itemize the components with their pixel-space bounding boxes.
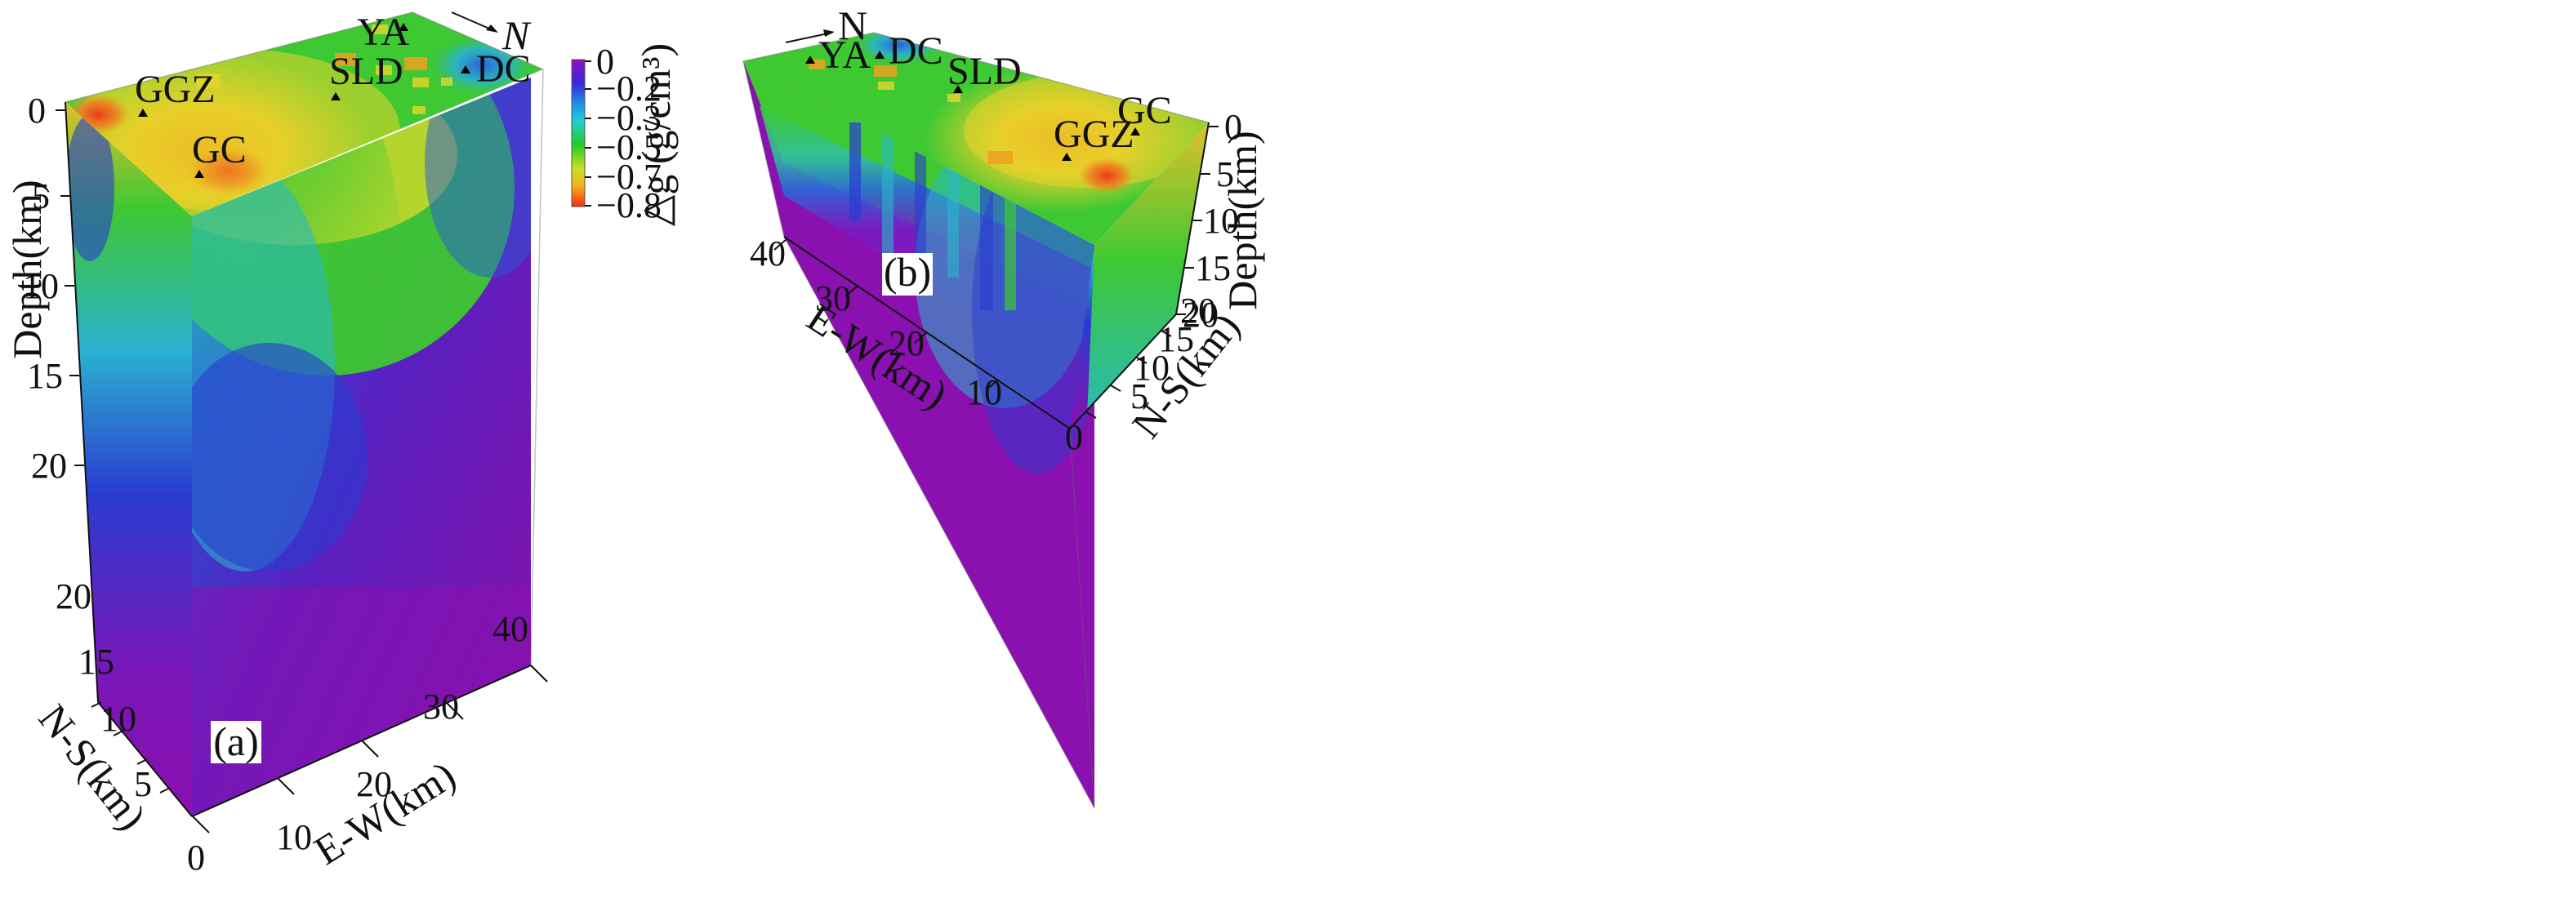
- panel-b-ns-tick: 20: [1180, 291, 1216, 331]
- panel-a-ns-tick: 15: [78, 642, 114, 682]
- panel-a-depth-tick: 20: [31, 446, 67, 486]
- panel-a-depth-axis: 0 5 10 15 20 Depth(km): [4, 91, 99, 703]
- station-label-ya: YA: [357, 11, 409, 54]
- station-marker-sld: [953, 85, 963, 93]
- station-marker-ggz: [138, 109, 148, 117]
- panel-a-ns-tick: 0: [187, 838, 205, 878]
- station-marker-dc: [461, 65, 470, 73]
- panel-b-depth-axis: 0 5 10 15 20 Depth(km): [1175, 107, 1265, 335]
- panel-b-label-box: [882, 253, 933, 296]
- station-label-sld: SLD: [329, 50, 403, 93]
- panel-a-ns-tick: 5: [134, 764, 152, 804]
- station-marker-ya: [805, 56, 815, 64]
- station-label-gc: GC: [192, 128, 247, 171]
- panel-b-ns-tick: 10: [1134, 348, 1170, 388]
- panel-a-depth-tick: 0: [28, 91, 46, 131]
- panel-b-stations: YA DC SLD GGZ GC: [805, 29, 1172, 161]
- colorbar-tick: −0.7: [596, 157, 662, 197]
- panel-b-depth-tick: 15: [1195, 248, 1231, 288]
- colorbar-title: △g (g/cm³): [633, 43, 679, 226]
- panel-b-ns-tick: 15: [1158, 319, 1194, 359]
- panel-b-ew-tick: 10: [966, 372, 1002, 412]
- colorbar-tick: −0.5: [596, 127, 662, 167]
- panel-b-side-face: [1070, 122, 1209, 429]
- panel-a-stations: GGZ GC SLD YA DC: [135, 11, 531, 178]
- station-label-ggz: GGZ: [1054, 113, 1134, 156]
- panel-b-ew-tick: 40: [750, 233, 786, 273]
- panel-a-label-box: [211, 721, 261, 763]
- panel-b-ns-tick: 5: [1130, 376, 1148, 416]
- panel-a-north-label: N: [501, 12, 532, 58]
- panel-b-depth-tick: 20: [1183, 295, 1219, 335]
- panel-b-ew-tick: 30: [815, 278, 851, 318]
- station-marker-dc: [875, 51, 885, 59]
- station-label-dc: DC: [889, 29, 943, 73]
- panel-a-ew-tick: 40: [492, 609, 528, 649]
- panel-b: YA DC SLD GGZ GC N 10 20: [742, 2, 1265, 809]
- panel-b-north-arrow: N: [785, 2, 867, 48]
- panel-a-label: (a): [213, 718, 259, 764]
- panel-a-depth-title: Depth(km): [4, 180, 50, 358]
- panel-a-ew-tick: 20: [356, 764, 392, 804]
- panel-b-ns-tick: 0: [1065, 417, 1083, 457]
- panel-b-depth-tick: 10: [1203, 201, 1239, 241]
- colorbar-ramp: [571, 59, 586, 207]
- panel-a-depth-tick: 15: [27, 356, 63, 396]
- panel-a-depth-tick: 5: [32, 176, 50, 216]
- colorbar-tick: 0: [596, 42, 614, 82]
- station-label-sld: SLD: [947, 50, 1022, 93]
- station-label-ggz: GGZ: [135, 68, 216, 111]
- panel-a-ns-tick: 10: [100, 699, 136, 739]
- panel-a-depth-tick: 10: [23, 266, 59, 306]
- panel-a-ns-tick: 20: [56, 576, 91, 616]
- panel-a-ew-tick: 30: [423, 687, 459, 727]
- station-marker-ggz: [1062, 153, 1072, 161]
- colorbar-tick: −0.3: [596, 98, 662, 138]
- panel-a: GGZ GC SLD YA DC N 0: [4, 11, 548, 878]
- panel-b-top-face: [743, 33, 1209, 245]
- station-label-ya: YA: [818, 33, 871, 77]
- panel-b-depth-tick: 0: [1224, 107, 1242, 147]
- station-marker-gc: [194, 170, 204, 178]
- panel-b-depth-tick: 5: [1216, 154, 1234, 194]
- station-marker-gc: [1130, 127, 1140, 136]
- panel-b-label: (b): [884, 249, 931, 295]
- colorbar: 0 −0.2 −0.3 −0.5 −0.7 −0.8 △g (g/cm³): [571, 42, 679, 226]
- panel-a-north-arrow: N: [451, 11, 532, 58]
- panel-b-ew-tick: 20: [889, 323, 925, 363]
- station-marker-ya: [399, 23, 408, 31]
- station-marker-sld: [331, 92, 341, 100]
- colorbar-tick: −0.8: [596, 185, 662, 225]
- colorbar-tick: −0.2: [596, 69, 662, 109]
- panel-b-depth-title: Depth(km): [1219, 131, 1265, 309]
- panel-a-ew-tick: 10: [276, 817, 312, 857]
- panel-b-north-label: N: [838, 2, 867, 48]
- panel-a-side-face: [65, 102, 192, 816]
- station-label-gc: GC: [1117, 89, 1172, 132]
- station-label-dc: DC: [476, 47, 531, 91]
